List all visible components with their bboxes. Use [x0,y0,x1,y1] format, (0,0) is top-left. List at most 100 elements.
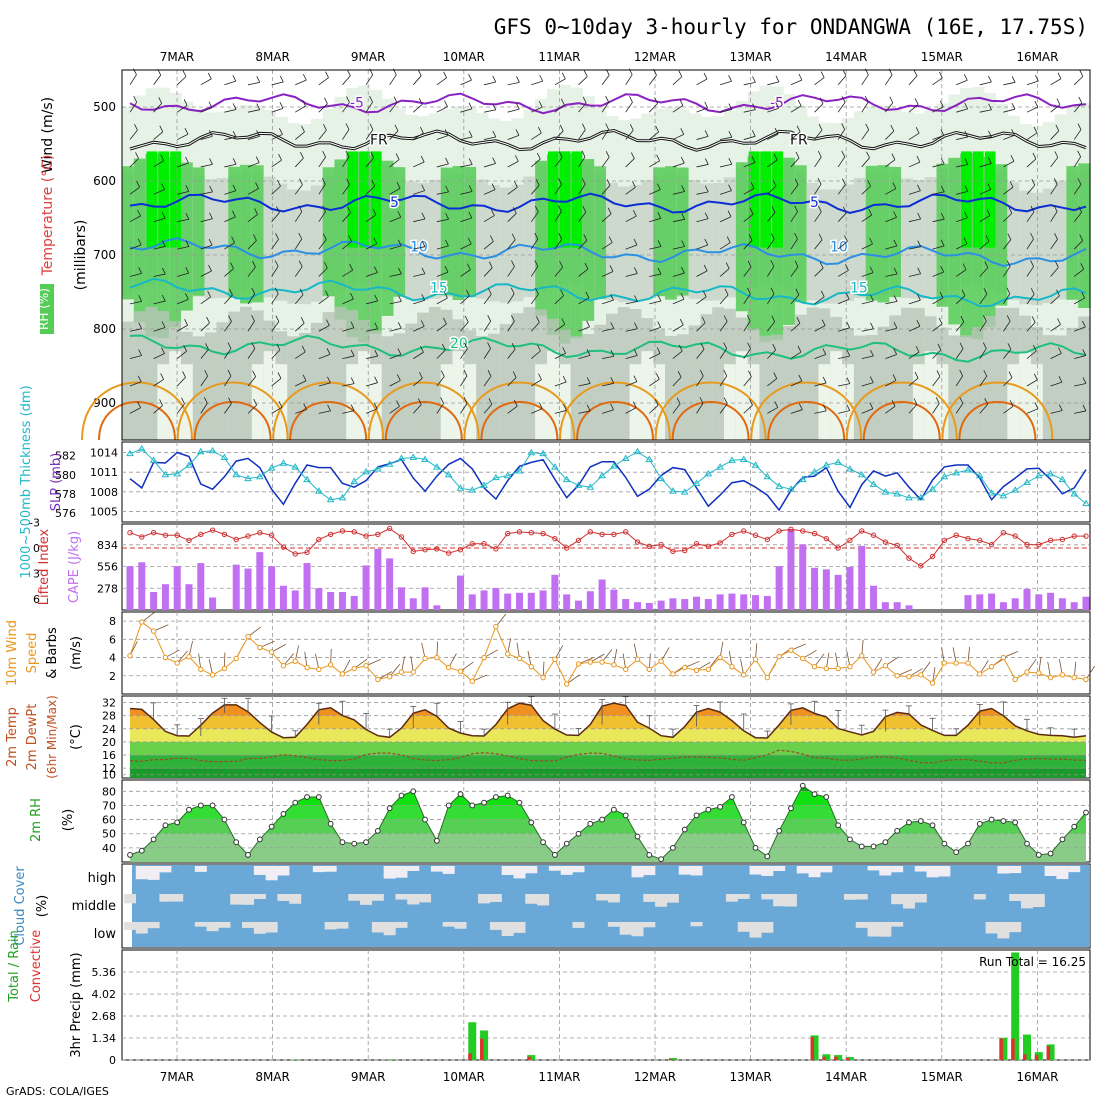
li-point [623,529,629,535]
wind-point [599,659,605,665]
wind-barb-flag [845,264,849,271]
cloud-gap [478,894,491,904]
wind-barb [200,296,211,305]
cape-bar [834,574,842,610]
wind-barb [908,218,921,223]
wind-barb-flag [772,179,777,187]
wind-barb [932,218,945,223]
wind-barb [672,376,682,387]
precip-conv-bar [845,1058,850,1060]
cloud-gap [1044,866,1057,876]
wind-barb-flag [581,150,586,158]
wind-barb-flag [940,212,945,220]
wind-barb-flag [629,96,633,103]
wind-barb-flag [492,103,497,110]
wind-barb-flag [1032,344,1037,352]
wind-tick: 8 [109,615,116,628]
li-point [1036,541,1042,548]
thickness-point [291,463,300,470]
li-point [457,547,464,553]
wind-barb [625,273,638,277]
wind-barb [1003,239,1012,250]
wind-barb [979,189,991,195]
rh-point [245,852,251,858]
wind-point [870,669,877,675]
wind-barb-flag [227,369,232,377]
wind-point [375,676,381,683]
wind-point [705,666,712,673]
wind-barb [625,328,638,332]
cloud-gap [124,922,136,930]
wind-barb-flag [183,344,187,352]
li-tick: 0 [33,542,40,555]
wind-barb [200,270,212,277]
cape-bar [185,584,193,610]
wind-barb-flag [795,288,800,296]
wind-barb-flag [677,371,682,378]
rh-cell [877,165,890,303]
wind-barb [436,218,449,223]
rh-point [823,794,830,800]
wind-barb-flag [586,377,591,384]
wind-barb [1050,353,1062,359]
wind-barb-flag [818,233,823,240]
wind-barb-flag [345,150,350,158]
rh-axis-label-2: (%) [61,809,76,832]
wind-barb-flag [301,125,305,133]
wind-barb-flag [418,98,423,105]
wind-barb [908,246,921,250]
day-label-bottom: 9MAR [351,1070,386,1084]
wind-barb [955,243,968,250]
wind-barb [177,246,190,250]
rh-cell [889,166,902,298]
cape-bar [409,598,417,610]
rh-cell [216,178,229,298]
thickness-point [999,491,1008,499]
thickness-point [149,456,158,463]
wind-tick: 6 [109,633,116,646]
wind-barb-flag [444,129,449,136]
rh-cell [617,307,631,440]
wind-barb-flag [723,397,728,404]
rh-tick: 50 [102,828,116,841]
wind-barb-flag [842,69,847,76]
precip-conv-bar [999,1038,1003,1060]
wind-barb-flag [846,404,851,411]
wind-barb-flag [538,373,542,380]
rh-point [410,788,417,795]
temp-tick: 32 [102,697,116,710]
wind-barb [885,74,893,86]
wind-barb [200,107,213,113]
wind-barb-flag [444,100,448,107]
rh-cell [381,336,395,440]
wind-barb [672,105,684,113]
li-point [788,526,794,532]
wind-barb-flag [1055,261,1059,268]
cape-bar [386,558,394,610]
wind-barb-flag [654,97,658,104]
cloud-gap [371,894,384,901]
cape-bar [870,585,878,610]
wind-point [469,678,475,684]
wind-barb [932,403,940,414]
wind-barb-flag [159,125,164,133]
thickness-point [928,485,937,492]
li-point [481,541,487,547]
wind-barb-flag [137,238,142,246]
wind-barb-flag [510,287,515,294]
wind-barb [625,129,634,140]
cloud-gap [324,866,337,872]
wind-barb-flag [1034,402,1039,409]
li-point [965,535,971,542]
rh-cell [133,311,147,440]
wind-barb-flag [372,208,377,216]
wind-barb-flag [137,401,141,408]
wind-barb-flag [160,373,165,380]
wind-point [1036,670,1042,676]
rh-cell [192,336,206,440]
wind-barb [1026,211,1035,222]
rh-cell [228,166,241,298]
wind-barb-flag [700,343,705,350]
wind-barb [672,272,685,277]
wind-barb [578,240,588,250]
